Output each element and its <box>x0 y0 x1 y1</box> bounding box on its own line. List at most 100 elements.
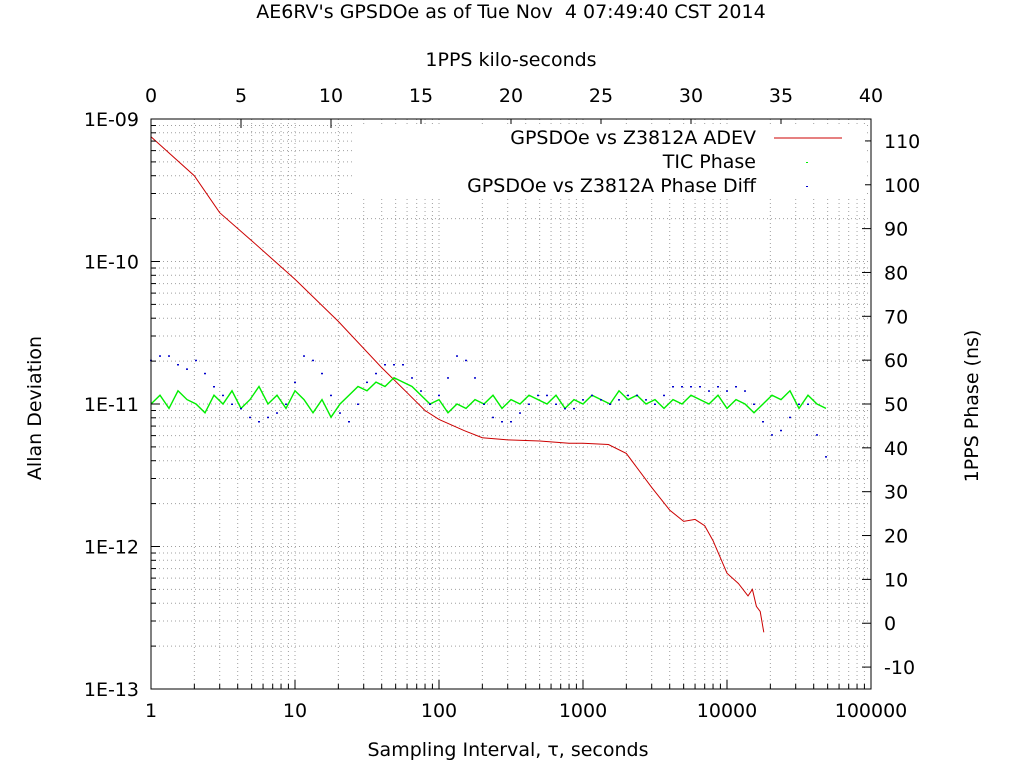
x-axis-label: Sampling Interval, τ, seconds <box>368 739 649 761</box>
data-point-phase-diff <box>537 394 539 397</box>
y2-axis-label: 1PPS Phase (ns) <box>961 330 983 483</box>
x-tick-label: 1 <box>145 700 157 722</box>
data-point-phase-diff <box>447 377 449 379</box>
y2-tick-label: 110 <box>884 131 920 153</box>
y2-tick-label: 20 <box>884 526 908 548</box>
data-point-phase-diff <box>663 394 665 397</box>
data-point-phase-diff <box>510 421 512 423</box>
data-point-phase-diff <box>402 364 404 366</box>
data-point-phase-diff <box>726 390 728 392</box>
data-point-phase-diff <box>708 390 710 392</box>
chart-title: AE6RV's GPSDOe as of Tue Nov 4 07:49:40 … <box>256 1 765 23</box>
data-point-phase-diff <box>168 355 170 357</box>
data-point-phase-diff <box>366 381 368 384</box>
data-point-phase-diff <box>330 394 332 397</box>
data-point-phase-diff <box>807 403 809 405</box>
data-point-phase-diff <box>195 359 197 362</box>
x2-tick-label: 5 <box>235 85 247 107</box>
grid <box>151 119 871 689</box>
x-tick-label: 10000 <box>697 700 757 722</box>
x2-tick-label: 20 <box>499 85 523 107</box>
legend-entry-adev: GPSDOe vs Z3812A ADEV <box>510 127 756 149</box>
data-point-phase-diff <box>681 386 683 388</box>
y-tick-label: 1E-13 <box>84 679 139 701</box>
data-point-phase-diff <box>636 394 638 397</box>
y-axis-label: Allan Deviation <box>24 336 46 480</box>
data-point-phase-diff <box>438 394 440 397</box>
x-tick-label: 10 <box>283 700 307 722</box>
x2-tick-label: 35 <box>769 85 793 107</box>
legend-swatch-tic-phase <box>806 162 808 163</box>
x-tick-label: 100000 <box>835 700 908 722</box>
data-point-phase-diff <box>276 412 278 414</box>
data-point-phase-diff <box>825 456 827 458</box>
data-point-phase-diff <box>474 377 476 379</box>
x2-tick-label: 15 <box>409 85 433 107</box>
data-point-phase-diff <box>771 434 773 436</box>
data-point-phase-diff <box>528 403 530 405</box>
data-point-phase-diff <box>600 399 602 401</box>
x2-tick-label: 0 <box>145 85 157 107</box>
data-point-phase-diff <box>204 372 206 375</box>
data-point-phase-diff <box>501 421 503 423</box>
y-tick-label: 1E-11 <box>84 394 139 416</box>
data-point-phase-diff <box>573 407 575 410</box>
data-point-phase-diff <box>420 390 422 392</box>
x2-axis-label: 1PPS kilo-seconds <box>425 49 596 71</box>
data-point-phase-diff <box>591 394 593 397</box>
legend-swatch-phase-diff <box>806 186 808 187</box>
data-point-phase-diff <box>456 355 458 357</box>
data-point-phase-diff <box>159 355 161 357</box>
data-point-phase-diff <box>339 412 341 414</box>
data-point-phase-diff <box>294 381 296 384</box>
data-point-phase-diff <box>690 386 692 388</box>
y2-tick-label: 10 <box>884 569 908 591</box>
data-point-phase-diff <box>492 416 494 419</box>
legend-entry-phase-diff: GPSDOe vs Z3812A Phase Diff <box>467 175 757 197</box>
ticks: 1 10 100 1000 10000 1000001E-131E-121E-111E-1… <box>84 85 920 722</box>
data-point-phase-diff <box>267 416 269 419</box>
data-point-phase-diff <box>357 403 359 405</box>
data-point-phase-diff <box>375 372 377 375</box>
data-point-phase-diff <box>735 386 737 388</box>
data-point-phase-diff <box>303 355 305 357</box>
data-point-phase-diff <box>780 429 782 432</box>
data-point-phase-diff <box>483 403 485 405</box>
x2-tick-label: 30 <box>679 85 703 107</box>
data-point-phase-diff <box>213 386 215 388</box>
data-point-phase-diff <box>321 372 323 375</box>
y2-tick-label: 80 <box>884 262 908 284</box>
x2-tick-label: 10 <box>319 85 343 107</box>
data-point-phase-diff <box>285 403 287 405</box>
legend-background <box>353 124 865 198</box>
data-point-phase-diff <box>789 416 791 419</box>
data-point-phase-diff <box>393 364 395 366</box>
y2-tick-label: 70 <box>884 306 908 328</box>
y2-tick-label: 60 <box>884 350 908 372</box>
y-tick-label: 1E-10 <box>84 252 139 274</box>
data-point-phase-diff <box>348 421 350 423</box>
x2-tick-label: 25 <box>589 85 613 107</box>
y-tick-label: 1E-09 <box>84 109 139 131</box>
data-point-phase-diff <box>465 359 467 362</box>
data-point-phase-diff <box>177 364 179 366</box>
data-point-phase-diff <box>429 403 431 405</box>
data-point-phase-diff <box>555 403 557 405</box>
data-point-phase-diff <box>762 421 764 423</box>
data-point-phase-diff <box>609 403 611 405</box>
data-point-phase-diff <box>645 399 647 401</box>
legend: GPSDOe vs Z3812A ADEV TIC Phase GPSDOe v… <box>353 124 865 198</box>
x-tick-label: 100 <box>421 700 457 722</box>
y2-tick-label: 100 <box>884 175 920 197</box>
y2-tick-label: 40 <box>884 438 908 460</box>
data-point-phase-diff <box>384 364 386 366</box>
data-point-phase-diff <box>654 403 656 405</box>
data-point-phase-diff <box>627 394 629 397</box>
data-point-phase-diff <box>186 368 188 370</box>
series-line-tic-phase <box>150 376 827 419</box>
data-point-phase-diff <box>564 407 566 410</box>
data-point-phase-diff <box>231 403 233 405</box>
data-point-phase-diff <box>546 394 548 397</box>
data-point-phase-diff <box>744 390 746 392</box>
y2-tick-label: 50 <box>884 394 908 416</box>
